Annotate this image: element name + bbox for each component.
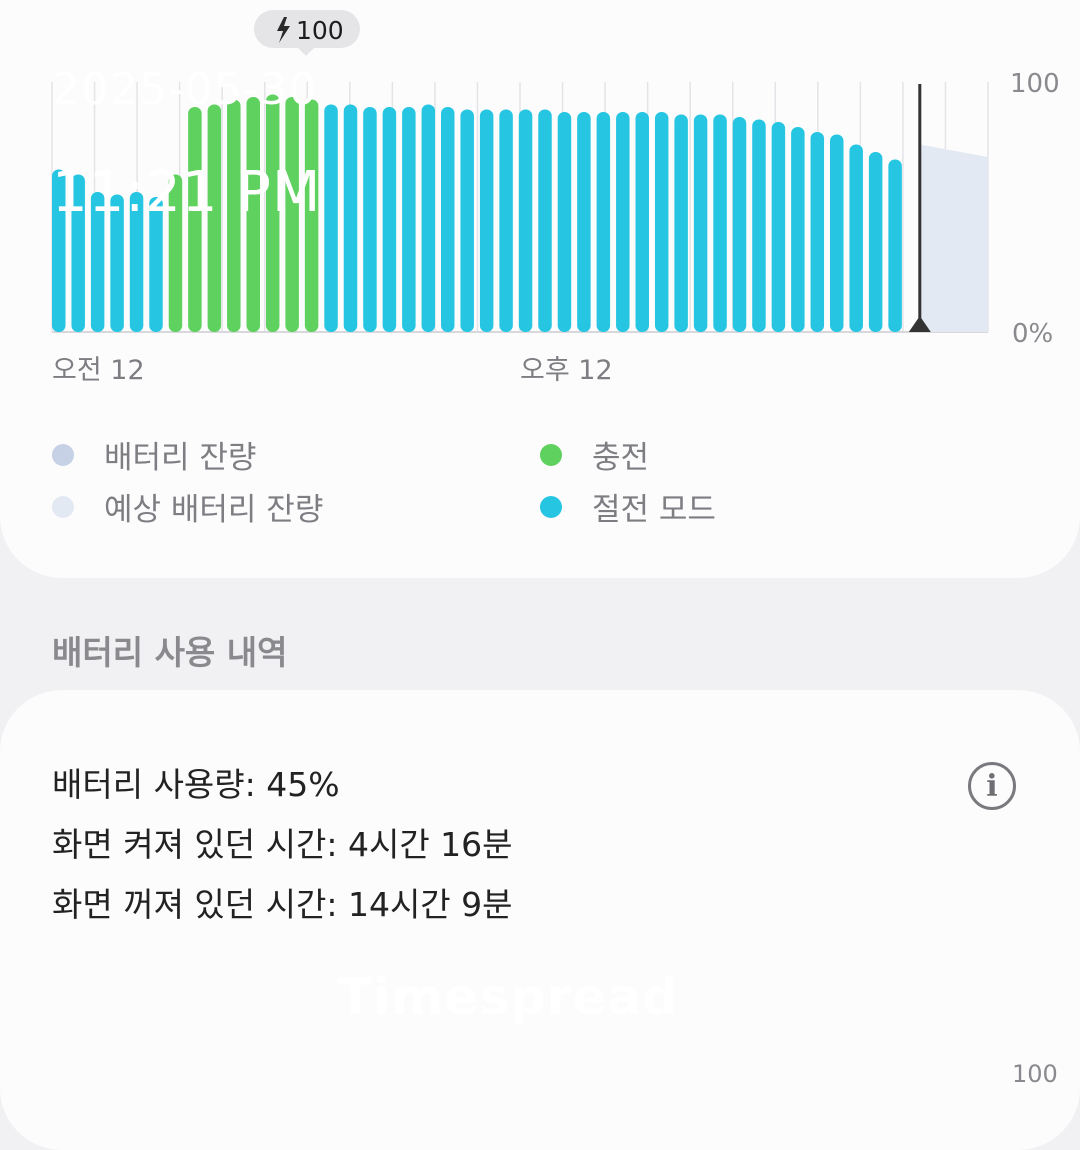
battery-bar: [518, 109, 533, 332]
battery-bar: [849, 144, 863, 332]
battery-bar: [791, 127, 805, 332]
battery-bar: [441, 107, 455, 332]
battery-bar: [168, 174, 183, 332]
battery-bar: [90, 192, 105, 332]
legend-dot-power-saving: [540, 495, 562, 518]
battery-bar: [752, 119, 766, 332]
battery-bar: [499, 109, 513, 332]
battery-bar: [402, 107, 416, 332]
battery-bar: [304, 99, 319, 332]
battery-bar: [421, 104, 436, 332]
legend-item-charging: 충전: [540, 432, 649, 477]
y-tick-label: 100: [1010, 69, 1060, 99]
battery-bar: [227, 99, 241, 332]
battery-bar: [149, 197, 163, 332]
battery-bar: [52, 169, 66, 332]
battery-bar: [363, 107, 377, 332]
battery-level-chart[interactable]: 100 0% 오전 12 오후 12 100: [0, 0, 1080, 600]
battery-bar: [830, 134, 844, 332]
battery-bar: [596, 112, 611, 332]
battery-bar: [207, 104, 222, 332]
bolt-icon: [277, 17, 290, 43]
battery-bar: [557, 112, 572, 332]
battery-bar: [771, 122, 786, 332]
battery-bar: [324, 104, 338, 332]
battery-bar: [246, 97, 260, 332]
battery-bar: [110, 194, 124, 332]
screen-off-time-text: 화면 꺼져 있던 시간: 14시간 9분: [52, 885, 513, 924]
battery-usage-card: [0, 690, 1080, 1150]
overlay-time: 11:21 PM: [52, 160, 322, 225]
battery-bar: [538, 109, 552, 332]
battery-bar: [693, 114, 708, 332]
watermark-text: Timespread: [338, 968, 679, 1026]
screen-on-time-text: 화면 켜져 있던 시간: 4시간 16분: [52, 825, 513, 864]
battery-bar: [129, 192, 144, 332]
battery-bar: [382, 107, 397, 332]
battery-bar: [285, 97, 299, 332]
x-tick-label: 오후 12: [520, 355, 613, 386]
battery-bar: [674, 114, 688, 332]
now-marker-triangle: [908, 316, 931, 332]
charge-callout-pointer: [298, 48, 314, 56]
battery-bar: [635, 112, 649, 332]
section-title-battery-history: 배터리 사용 내역: [52, 633, 288, 672]
info-icon[interactable]: i: [968, 762, 1016, 810]
battery-bar: [810, 132, 825, 332]
battery-bar: [654, 112, 669, 332]
battery-bar: [479, 109, 494, 332]
legend-label-remaining: 배터리 잔량: [104, 440, 257, 476]
battery-used-text: 배터리 사용량: 45%: [52, 765, 340, 804]
battery-bar: [265, 94, 280, 332]
y-tick-label: 0%: [1012, 319, 1053, 349]
battery-bar: [577, 112, 591, 332]
legend-dot-remaining: [52, 443, 74, 466]
battery-bar: [71, 174, 85, 332]
legend-dot-projected: [52, 495, 74, 518]
charge-callout-value: 100: [296, 16, 344, 45]
legend-label-projected: 예상 배터리 잔량: [104, 492, 324, 528]
x-tick-label: 오전 12: [52, 355, 145, 386]
battery-bar: [713, 114, 727, 332]
next-chart-tick-label: 100: [1012, 1060, 1058, 1088]
battery-bar: [888, 159, 902, 332]
projected-area: [919, 144, 988, 332]
battery-bar: [460, 109, 474, 332]
legend-item-remaining: 배터리 잔량: [52, 432, 256, 477]
battery-bar: [188, 107, 202, 332]
legend-dot-charging: [540, 443, 562, 466]
legend-label-power-saving: 절전 모드: [592, 492, 716, 528]
legend-item-projected: 예상 배터리 잔량: [52, 484, 323, 529]
battery-bar: [616, 112, 630, 332]
overlay-date: 2025-05-30: [52, 64, 318, 115]
battery-bar: [343, 104, 358, 332]
legend-label-charging: 충전: [592, 440, 650, 476]
legend-item-power-saving: 절전 모드: [540, 484, 716, 529]
battery-bar: [868, 152, 883, 332]
battery-bar: [732, 117, 747, 332]
